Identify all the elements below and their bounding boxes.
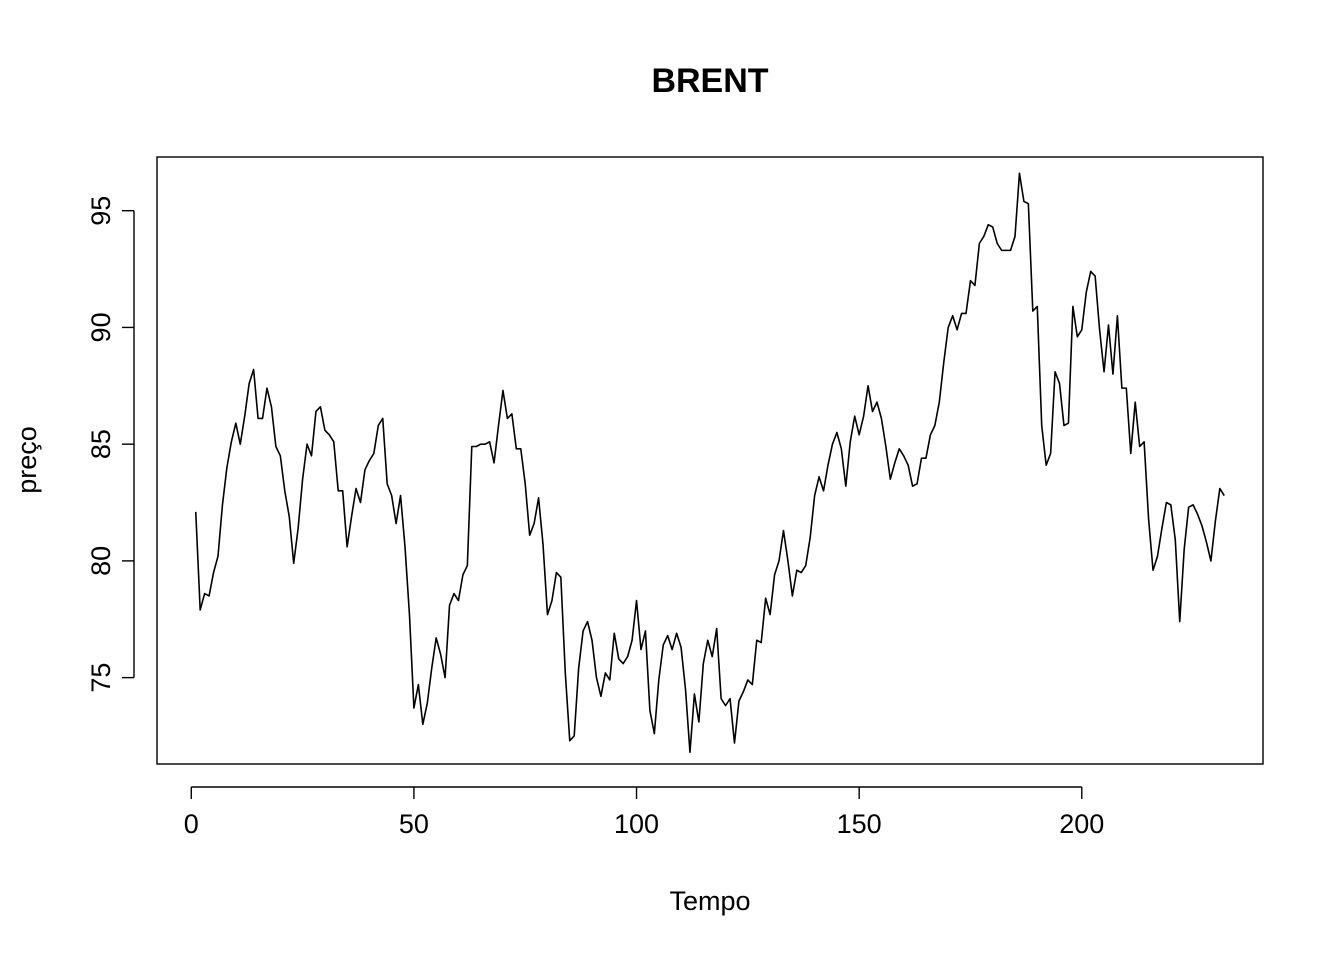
series-line xyxy=(194,172,1225,754)
y-tick-label: 80 xyxy=(86,546,116,576)
chart-title: BRENT xyxy=(651,62,768,100)
plot-frame xyxy=(156,156,1264,765)
x-tick-label: 100 xyxy=(614,809,659,839)
y-axis-label: preço xyxy=(12,426,42,494)
y-tick-label: 85 xyxy=(86,429,116,459)
x-tick-label: 0 xyxy=(184,809,199,839)
y-tick-label: 95 xyxy=(86,196,116,226)
x-tick-label: 200 xyxy=(1059,809,1104,839)
x-axis-label: Tempo xyxy=(669,886,750,916)
y-tick-label: 90 xyxy=(86,312,116,342)
x-tick-label: 50 xyxy=(399,809,429,839)
y-axis: 75 80 85 90 95 xyxy=(86,196,135,693)
y-tick-label: 75 xyxy=(86,663,116,693)
x-tick-label: 150 xyxy=(837,809,882,839)
x-axis: 0 50 100 150 200 xyxy=(184,786,1104,839)
